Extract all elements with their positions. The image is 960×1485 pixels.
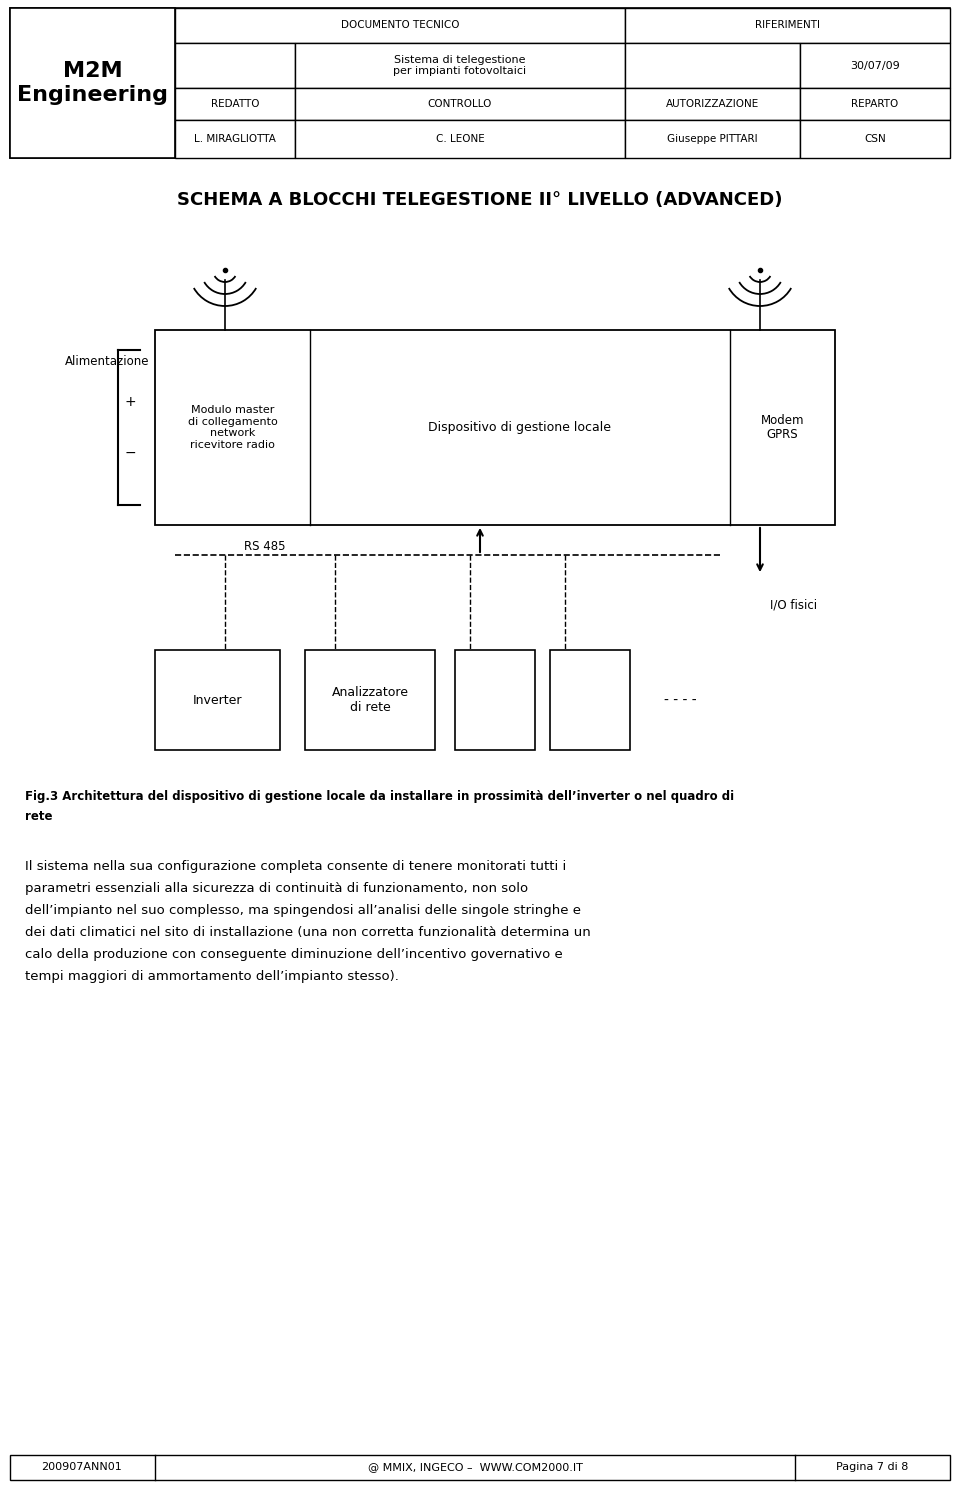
Text: Sistema di telegestione
per impianti fotovoltaici: Sistema di telegestione per impianti fot…	[394, 55, 527, 76]
Bar	[295, 88, 625, 120]
Bar	[10, 1455, 950, 1481]
Text: Pagina 7 di 8: Pagina 7 di 8	[836, 1463, 908, 1473]
Text: REPARTO: REPARTO	[852, 99, 899, 108]
Bar	[625, 88, 800, 120]
Text: 200907ANN01: 200907ANN01	[41, 1463, 122, 1473]
Text: C. LEONE: C. LEONE	[436, 134, 485, 144]
Bar	[625, 120, 800, 157]
Bar	[800, 120, 950, 157]
Text: CSN: CSN	[864, 134, 886, 144]
Text: Alimentazione: Alimentazione	[65, 355, 150, 368]
Text: tempi maggiori di ammortamento dell’impianto stesso).: tempi maggiori di ammortamento dell’impi…	[25, 970, 398, 983]
Text: Il sistema nella sua configurazione completa consente di tenere monitorati tutti: Il sistema nella sua configurazione comp…	[25, 860, 566, 873]
Text: RIFERIMENTI: RIFERIMENTI	[755, 21, 820, 31]
Text: DOCUMENTO TECNICO: DOCUMENTO TECNICO	[341, 21, 459, 31]
Text: Modem
GPRS: Modem GPRS	[760, 413, 804, 441]
Bar	[155, 650, 280, 750]
Text: M2M
Engineering: M2M Engineering	[17, 61, 168, 104]
Bar	[455, 650, 535, 750]
Text: RS 485: RS 485	[244, 541, 286, 554]
Text: L. MIRAGLIOTTA: L. MIRAGLIOTTA	[194, 134, 276, 144]
Text: - - - -: - - - -	[663, 693, 696, 707]
Bar	[10, 7, 950, 157]
Text: @ MMIX, INGECO –  WWW.COM2000.IT: @ MMIX, INGECO – WWW.COM2000.IT	[368, 1463, 583, 1473]
Bar	[175, 7, 625, 43]
Text: Fig.3 Architettura del dispositivo di gestione locale da installare in prossimit: Fig.3 Architettura del dispositivo di ge…	[25, 790, 734, 803]
Text: −: −	[124, 446, 135, 459]
Bar	[550, 650, 630, 750]
Text: REDATTO: REDATTO	[211, 99, 259, 108]
Text: parametri essenziali alla sicurezza di continuità di funzionamento, non solo: parametri essenziali alla sicurezza di c…	[25, 882, 528, 895]
Text: Giuseppe PITTARI: Giuseppe PITTARI	[667, 134, 757, 144]
Text: Inverter: Inverter	[193, 693, 242, 707]
Bar	[625, 7, 950, 43]
Bar	[305, 650, 435, 750]
Bar	[155, 330, 835, 526]
Text: dei dati climatici nel sito di installazione (una non corretta funzionalità dete: dei dati climatici nel sito di installaz…	[25, 927, 590, 939]
Text: +: +	[124, 395, 135, 410]
Bar	[10, 7, 175, 157]
Bar	[800, 88, 950, 120]
Text: calo della produzione con conseguente diminuzione dell’incentivo governativo e: calo della produzione con conseguente di…	[25, 947, 563, 961]
Text: dell’impianto nel suo complesso, ma spingendosi all’analisi delle singole string: dell’impianto nel suo complesso, ma spin…	[25, 904, 581, 918]
Text: rete: rete	[25, 809, 53, 823]
Text: 30/07/09: 30/07/09	[851, 61, 900, 70]
Text: CONTROLLO: CONTROLLO	[428, 99, 492, 108]
Bar	[175, 43, 295, 88]
Text: I/O fisici: I/O fisici	[770, 598, 817, 612]
Bar	[175, 88, 295, 120]
Text: SCHEMA A BLOCCHI TELEGESTIONE II° LIVELLO (ADVANCED): SCHEMA A BLOCCHI TELEGESTIONE II° LIVELL…	[178, 192, 782, 209]
Bar	[295, 120, 625, 157]
Bar	[625, 43, 800, 88]
Text: Modulo master
di collegamento
network
ricevitore radio: Modulo master di collegamento network ri…	[187, 405, 277, 450]
Text: Analizzatore
di rete: Analizzatore di rete	[331, 686, 409, 714]
Text: Dispositivo di gestione locale: Dispositivo di gestione locale	[428, 422, 612, 434]
Bar	[295, 43, 625, 88]
Text: AUTORIZZAZIONE: AUTORIZZAZIONE	[666, 99, 759, 108]
Bar	[175, 120, 295, 157]
Bar	[800, 43, 950, 88]
